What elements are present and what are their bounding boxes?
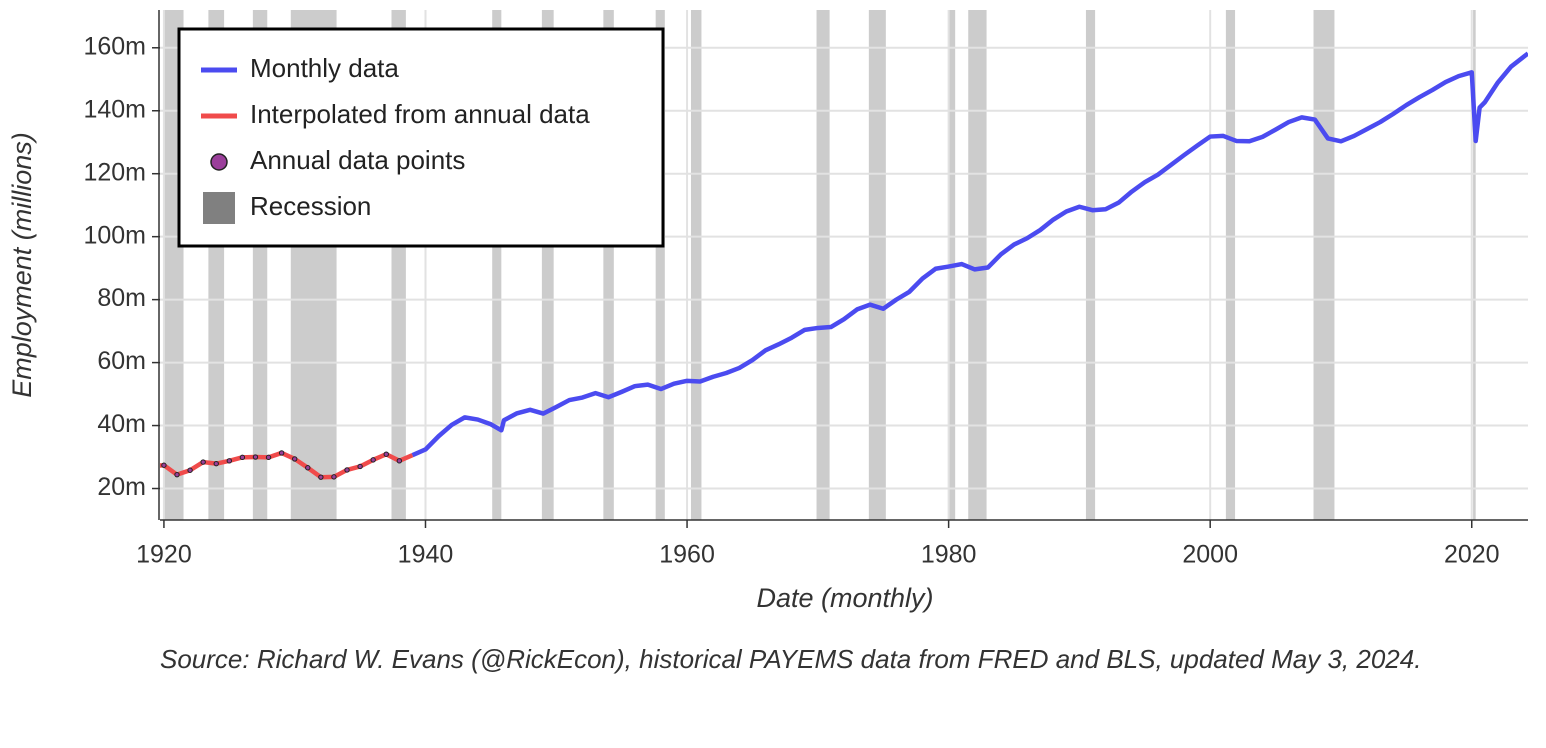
series-line bbox=[411, 51, 1528, 458]
recession-span bbox=[1085, 10, 1096, 520]
y-tick-label: 120m bbox=[83, 158, 146, 186]
y-tick-label: 80m bbox=[97, 284, 146, 312]
recession-span bbox=[1313, 10, 1335, 520]
annual-point bbox=[331, 474, 337, 480]
recession-span bbox=[492, 10, 502, 520]
recession-span bbox=[816, 10, 830, 520]
x-axis-label: Date (monthly) bbox=[756, 583, 933, 613]
annual-point bbox=[265, 454, 272, 461]
legend-label: Interpolated from annual data bbox=[250, 99, 590, 129]
annual-point bbox=[344, 467, 350, 473]
recession-span bbox=[968, 10, 987, 520]
x-tick-label: 2000 bbox=[1182, 541, 1238, 569]
x-tick-label: 1920 bbox=[136, 541, 192, 569]
legend-label: Monthly data bbox=[250, 53, 399, 83]
series-line bbox=[160, 450, 414, 480]
y-tick-label: 40m bbox=[97, 410, 146, 438]
recession-span bbox=[541, 10, 554, 520]
annual-point bbox=[200, 459, 206, 465]
x-tick-label: 1980 bbox=[921, 541, 977, 569]
recession-span bbox=[603, 10, 614, 520]
plot-area bbox=[149, 51, 1528, 480]
x-tick-label: 1940 bbox=[398, 541, 454, 569]
recession-span bbox=[1225, 10, 1236, 520]
annual-point bbox=[213, 460, 219, 467]
legend: Monthly data Interpolated from annual dat… bbox=[177, 27, 665, 248]
legend-label: Recession bbox=[250, 191, 371, 221]
y-tick-label: 60m bbox=[97, 347, 146, 375]
recession-span bbox=[655, 10, 665, 520]
recession-span bbox=[868, 10, 886, 520]
legend-label: Annual data points bbox=[250, 145, 465, 175]
y-axis-label: Employment (millions) bbox=[7, 132, 37, 398]
annual-point bbox=[187, 467, 193, 473]
y-tick-label: 160m bbox=[83, 32, 146, 60]
annual-point bbox=[226, 458, 233, 464]
annual-point bbox=[305, 465, 311, 471]
legend-marker bbox=[210, 153, 228, 171]
annual-point bbox=[370, 457, 376, 463]
annual-point bbox=[396, 458, 403, 464]
annual-point bbox=[357, 463, 363, 470]
annual-point bbox=[149, 464, 153, 468]
annual-point bbox=[318, 474, 324, 480]
annual-point bbox=[383, 451, 389, 457]
annual-point bbox=[292, 456, 298, 462]
source-note: Source: Richard W. Evans (@RickEcon), hi… bbox=[160, 644, 1422, 674]
legend-box bbox=[177, 27, 665, 248]
y-tick-label: 140m bbox=[83, 95, 146, 123]
recession-span bbox=[1473, 10, 1476, 520]
annual-point bbox=[161, 462, 167, 468]
axes: 1920 1940 1960 1980 2000 2020 20m 40m 60m 80m 100m… bbox=[83, 10, 1528, 569]
y-tick-label: 100m bbox=[83, 221, 146, 249]
annual-point bbox=[278, 450, 285, 456]
y-tick-label: 20m bbox=[97, 473, 146, 501]
x-tick-label: 2020 bbox=[1444, 541, 1500, 569]
annual-point bbox=[252, 454, 259, 460]
x-tick-label: 1960 bbox=[659, 541, 715, 569]
chart: 1920 1940 1960 1980 2000 2020 20m 40m 60m 80m 100m… bbox=[7, 10, 1528, 613]
annual-point bbox=[239, 454, 246, 461]
annual-point bbox=[174, 471, 180, 478]
recession-span bbox=[690, 10, 702, 520]
legend-swatch bbox=[203, 192, 235, 224]
